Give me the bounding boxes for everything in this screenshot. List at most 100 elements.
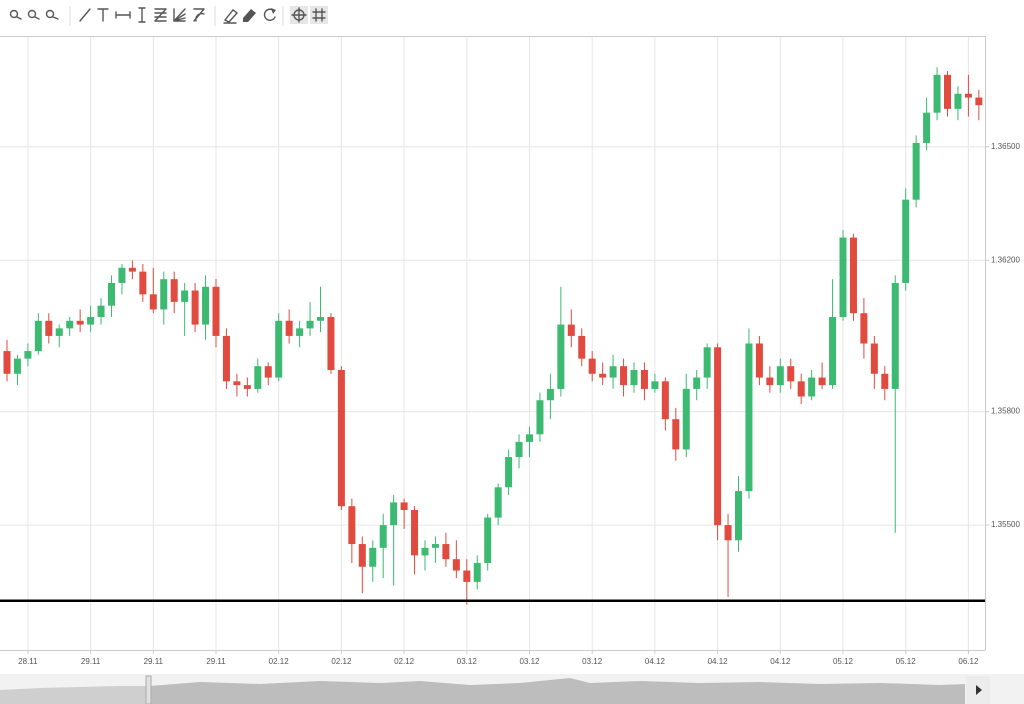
y-tick-label: 1.36500 (991, 142, 1020, 151)
candle-body (442, 544, 450, 560)
zoom-out-button[interactable] (27, 9, 40, 20)
scroll-arrow (976, 685, 982, 695)
candle-body (776, 366, 784, 386)
y-tick-label: 1.36200 (991, 255, 1020, 264)
candle-body (66, 320, 74, 329)
vertical-line-button[interactable] (138, 7, 146, 23)
clear-button[interactable] (243, 9, 256, 22)
navigator-area-left (0, 686, 148, 704)
candle-body (546, 388, 554, 401)
candle-body (285, 320, 293, 336)
candle-body (181, 290, 189, 302)
candle-body (97, 305, 105, 318)
candle-body (870, 343, 878, 374)
candle-body (818, 377, 826, 386)
navigator (0, 674, 1024, 704)
candle-body (526, 434, 533, 442)
x-tick-label: 02.12 (394, 657, 415, 666)
candle-body (306, 320, 314, 329)
candle-body (923, 112, 931, 143)
x-tick-label: 04.12 (645, 657, 666, 666)
candle-body (651, 381, 659, 389)
candle-body (881, 373, 889, 389)
fibonacci-fan-button[interactable] (173, 8, 186, 22)
candle-body (369, 547, 377, 567)
candle-body (243, 385, 251, 389)
candle-body (954, 93, 962, 109)
candle-body (484, 517, 492, 563)
text-tool-button[interactable] (97, 8, 109, 22)
candle-body (588, 358, 596, 374)
eraser-button[interactable] (223, 9, 239, 24)
candle-body (494, 487, 502, 518)
refresh-button[interactable] (263, 8, 276, 21)
y-tick-label: 1.35500 (991, 520, 1020, 529)
candle-body (108, 282, 115, 306)
x-tick-label: 03.12 (519, 657, 540, 666)
grid-button[interactable] (310, 6, 328, 24)
fibonacci-arc-button[interactable] (193, 8, 205, 22)
candle-body (787, 366, 795, 382)
candle-body (139, 271, 147, 295)
x-tick-label: 29.11 (206, 657, 226, 666)
candle-body (160, 279, 168, 310)
candle-body (452, 559, 460, 571)
candle-body (724, 525, 732, 541)
candle-body (296, 328, 304, 336)
candle-body (212, 286, 220, 336)
x-tick-label: 04.12 (770, 657, 791, 666)
fibonacci-button[interactable] (154, 8, 167, 22)
candle-body (463, 570, 471, 582)
candle-body (358, 544, 366, 567)
x-tick-label: 04.12 (708, 657, 729, 666)
candle-body (390, 502, 398, 526)
zoom-reset-button[interactable] (45, 9, 59, 20)
candle-body (797, 381, 805, 397)
candle-body (34, 320, 42, 352)
candle-body (317, 317, 324, 321)
candle-body (118, 267, 126, 283)
toolbar-bg (0, 0, 1024, 34)
toolbar (0, 0, 1024, 34)
candle-body (264, 366, 272, 378)
x-tick-label: 05.12 (896, 657, 917, 666)
candle-body (431, 544, 439, 548)
candle-body (891, 282, 899, 389)
candle-body (567, 324, 575, 336)
candle-body (703, 347, 711, 378)
candle-body (640, 369, 648, 389)
candle-body (693, 377, 701, 389)
candle-body (24, 351, 32, 359)
candle-body (839, 237, 847, 318)
horizontal-line-button[interactable] (115, 11, 131, 19)
navigator-area (150, 678, 965, 704)
crosshair-button[interactable] (290, 6, 308, 24)
candle-body (45, 320, 53, 336)
x-tick-label: 02.12 (331, 657, 352, 666)
x-tick-label: 06.12 (958, 657, 979, 666)
trend-line-button[interactable] (79, 8, 91, 22)
candle-body (609, 366, 617, 378)
candle-body (964, 93, 972, 98)
candle-body (912, 142, 920, 200)
zoom-in-button[interactable] (9, 9, 22, 20)
candle-body (745, 343, 753, 492)
candle-body (515, 441, 523, 458)
candle-body (557, 324, 565, 389)
x-tick-label: 02.12 (269, 657, 290, 666)
candle-body (975, 97, 983, 106)
navigator-handle[interactable] (145, 675, 152, 704)
candle-body (275, 320, 283, 378)
candle-body (630, 369, 638, 386)
candle-body (933, 74, 941, 113)
candle-body (860, 313, 868, 344)
candle-body (473, 562, 481, 582)
candle-body (400, 502, 408, 510)
candle-body (578, 335, 586, 359)
x-tick-label: 29.11 (144, 657, 164, 666)
candles (0, 67, 985, 605)
candle-body (55, 328, 63, 336)
candle-body (735, 491, 742, 541)
